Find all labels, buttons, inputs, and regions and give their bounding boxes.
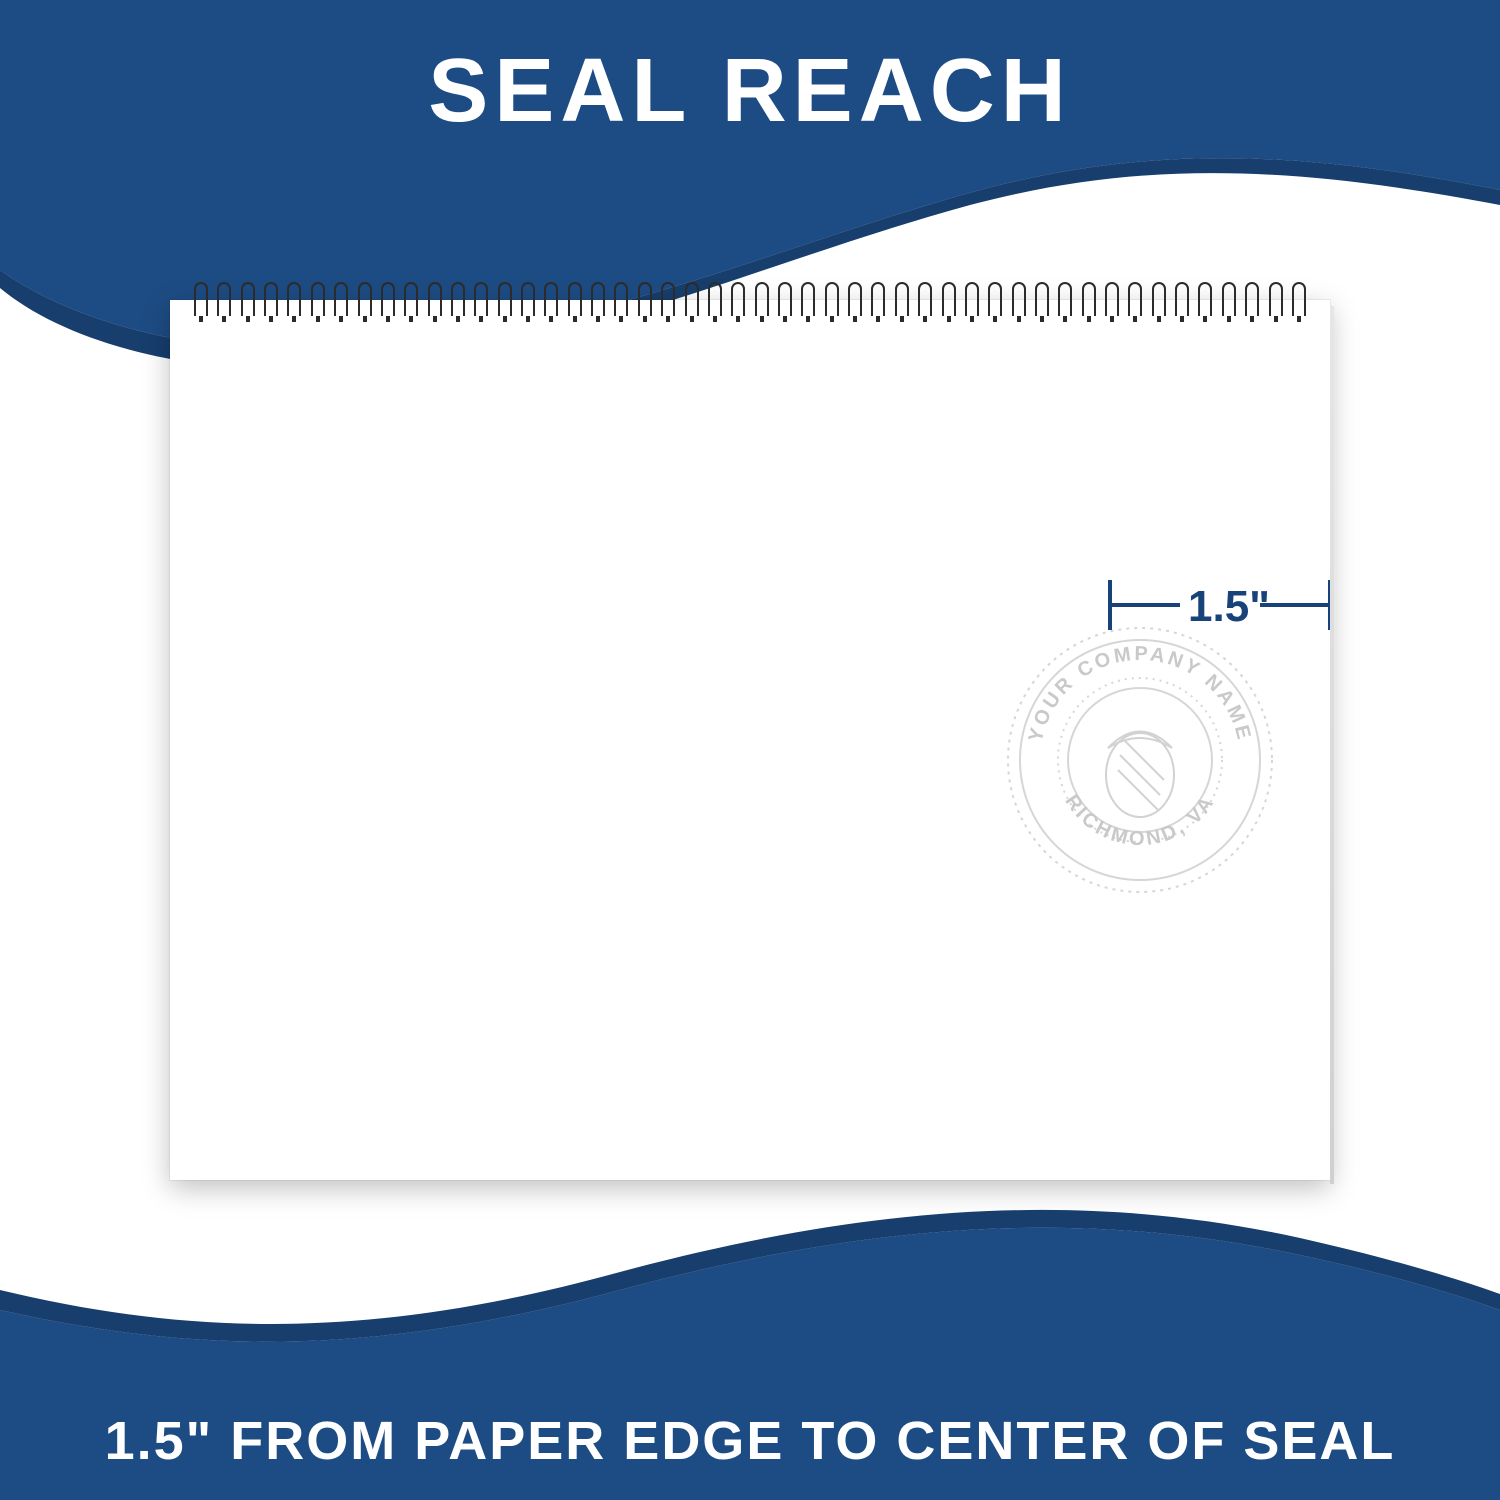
page-title: SEAL REACH	[0, 40, 1500, 143]
svg-text:RICHMOND, VA: RICHMOND, VA	[1060, 791, 1219, 850]
infographic-canvas: SEAL REACH 1.5"	[0, 0, 1500, 1500]
footer-caption: 1.5" FROM PAPER EDGE TO CENTER OF SEAL	[0, 1410, 1500, 1472]
notepad: 1.5" YOUR COMPANY NAME RICHMOND, VA	[170, 300, 1330, 1180]
seal-bottom-text: RICHMOND, VA	[1060, 791, 1219, 850]
svg-text:YOUR COMPANY NAME: YOUR COMPANY NAME	[1025, 643, 1256, 744]
embossed-seal: YOUR COMPANY NAME RICHMOND, VA	[1000, 620, 1280, 900]
seal-top-text: YOUR COMPANY NAME	[1025, 643, 1256, 744]
